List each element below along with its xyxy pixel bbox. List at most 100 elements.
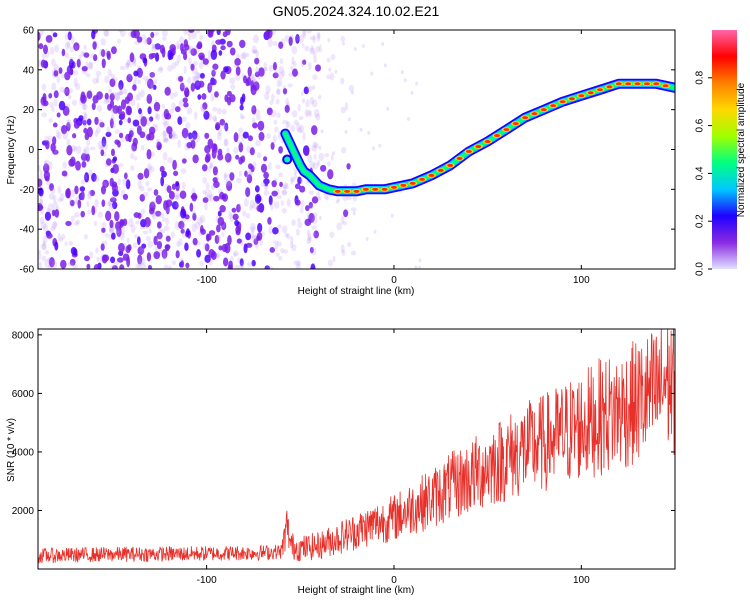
- noise-speckle: [291, 56, 295, 65]
- noise-speckle: [249, 199, 255, 208]
- noise-speckle: [218, 188, 223, 194]
- noise-speckle: [272, 227, 279, 235]
- noise-speckle: [130, 30, 137, 38]
- noise-speckle: [188, 30, 195, 33]
- noise-speckle: [83, 44, 87, 50]
- noise-speckle: [68, 158, 75, 167]
- noise-speckle: [153, 235, 158, 246]
- noise-speckle: [114, 139, 120, 145]
- noise-speckle: [132, 137, 138, 147]
- noise-speckle: [171, 62, 177, 70]
- noise-speckle: [216, 236, 221, 244]
- noise-speckle: [44, 136, 50, 143]
- noise-speckle: [229, 77, 236, 85]
- noise-speckle: [83, 52, 90, 58]
- noise-speckle: [286, 198, 291, 207]
- noise-speckle: [332, 255, 336, 263]
- noise-speckle: [336, 197, 340, 202]
- noise-speckle: [285, 183, 289, 190]
- noise-speckle: [312, 212, 318, 218]
- noise-speckle: [227, 264, 234, 269]
- noise-speckle: [301, 98, 306, 104]
- noise-speckle: [207, 30, 214, 38]
- snr-frame: [37, 328, 676, 570]
- noise-speckle: [264, 181, 269, 187]
- x-tick-label: -100: [197, 575, 217, 586]
- noise-speckle: [246, 174, 253, 184]
- noise-speckle: [276, 89, 281, 95]
- noise-speckle: [140, 213, 144, 219]
- noise-speckle: [141, 243, 147, 249]
- noise-speckle: [42, 44, 48, 55]
- noise-speckle: [78, 54, 82, 61]
- noise-speckle: [212, 177, 218, 183]
- noise-speckle: [62, 131, 68, 140]
- noise-speckle: [278, 146, 283, 154]
- noise-speckle: [250, 230, 255, 239]
- noise-speckle: [346, 163, 351, 170]
- noise-speckle: [293, 172, 297, 180]
- noise-speckle: [234, 58, 241, 66]
- noise-speckle: [276, 79, 281, 88]
- noise-speckle: [103, 30, 109, 37]
- noise-speckle: [82, 119, 87, 126]
- ridge-mid: [282, 80, 675, 195]
- noise-speckle: [132, 242, 138, 249]
- noise-speckle: [110, 109, 117, 115]
- noise-speckle: [157, 142, 162, 151]
- noise-speckle: [147, 240, 154, 248]
- noise-speckle: [297, 221, 303, 229]
- noise-speckle: [114, 92, 121, 101]
- noise-speckle: [226, 147, 230, 155]
- noise-speckle: [272, 72, 279, 79]
- noise-speckle: [51, 106, 55, 112]
- noise-speckle: [310, 263, 316, 269]
- noise-speckle: [308, 160, 315, 170]
- noise-speckle: [371, 146, 375, 151]
- noise-speckle: [193, 75, 198, 82]
- noise-speckle: [312, 74, 318, 81]
- noise-speckle: [245, 187, 251, 198]
- noise-speckle: [318, 152, 325, 161]
- y-tick-label: -60: [20, 265, 35, 276]
- noise-speckle: [281, 189, 288, 195]
- noise-speckle: [138, 113, 143, 120]
- noise-speckle: [278, 71, 284, 80]
- noise-speckle: [306, 229, 311, 237]
- noise-speckle: [125, 179, 131, 190]
- noise-speckle: [108, 225, 115, 234]
- ridge-peak-core: [484, 140, 491, 144]
- y-tick-label: 4000: [12, 447, 35, 458]
- noise-speckle: [111, 91, 117, 97]
- noise-speckle: [96, 126, 101, 134]
- noise-speckle: [152, 84, 157, 90]
- noise-speckle: [150, 72, 155, 78]
- noise-speckle: [50, 58, 56, 67]
- noise-speckle: [148, 207, 155, 215]
- noise-speckle: [291, 244, 297, 252]
- noise-speckle: [275, 98, 280, 105]
- noise-speckle: [122, 193, 129, 201]
- noise-speckle: [100, 185, 107, 195]
- noise-speckle: [191, 75, 196, 85]
- noise-speckle: [231, 207, 237, 213]
- noise-speckle: [224, 139, 229, 147]
- noise-speckle: [312, 34, 317, 43]
- noise-speckle: [176, 76, 180, 82]
- noise-speckle: [278, 65, 285, 74]
- noise-speckle: [74, 185, 79, 195]
- noise-speckle: [272, 240, 279, 245]
- noise-speckle: [119, 89, 124, 96]
- noise-speckle: [198, 52, 205, 60]
- noise-speckle: [174, 106, 181, 113]
- noise-speckle: [53, 90, 59, 99]
- noise-speckle: [117, 30, 124, 33]
- noise-speckle: [48, 257, 55, 268]
- y-tick-label: 60: [23, 26, 35, 37]
- noise-speckle: [67, 31, 72, 41]
- noise-speckle: [197, 217, 203, 226]
- noise-speckle: [209, 163, 214, 169]
- noise-speckle: [236, 238, 242, 244]
- noise-speckle: [104, 92, 109, 100]
- noise-speckle: [185, 122, 191, 130]
